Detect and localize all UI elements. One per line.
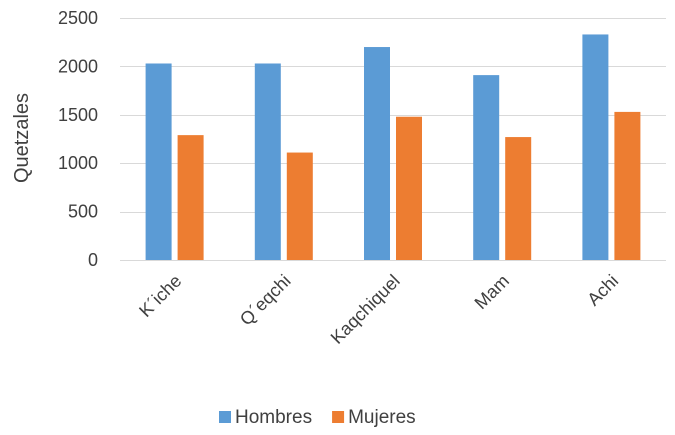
bar-mujeres-3 [505, 137, 532, 260]
y-tick-label: 500 [68, 202, 98, 222]
bar-hombres-2 [364, 47, 390, 260]
legend-swatch-mujeres [332, 411, 345, 423]
y-tick-label: 0 [88, 250, 98, 270]
x-tick-label: Mam [471, 271, 513, 313]
y-axis-title: Quetzales [11, 93, 33, 183]
x-tick-label: K´iche [135, 271, 185, 321]
y-tick-label: 2500 [58, 8, 98, 28]
bar-hombres-4 [582, 34, 609, 261]
legend: Hombres Mujeres [219, 407, 416, 428]
bar-hombres-1 [254, 63, 281, 260]
x-tick-label: Kaqchiquel [327, 271, 404, 348]
x-axis-ticks: K´iche Q´eqchi Kaqchiquel Mam Achi [135, 271, 622, 348]
x-tick-label: Achi [583, 271, 622, 310]
y-tick-label: 1000 [58, 153, 98, 173]
bar-hombres-3 [473, 75, 500, 260]
bar-mujeres-0 [177, 135, 204, 260]
legend-label-hombres: Hombres [235, 407, 312, 428]
legend-label-mujeres: Mujeres [348, 407, 416, 428]
bars [145, 34, 641, 261]
bar-mujeres-4 [614, 111, 641, 261]
bar-mujeres-2 [396, 116, 422, 261]
y-tick-label: 1500 [58, 105, 98, 125]
x-tick-label: Q´eqchi [236, 271, 295, 330]
bar-hombres-0 [145, 63, 172, 260]
gridlines [120, 18, 666, 261]
y-tick-label: 2000 [58, 56, 98, 76]
bar-mujeres-1 [286, 152, 313, 260]
y-axis-ticks: 0 500 1000 1500 2000 2500 [58, 8, 98, 270]
legend-swatch-hombres [219, 411, 231, 423]
